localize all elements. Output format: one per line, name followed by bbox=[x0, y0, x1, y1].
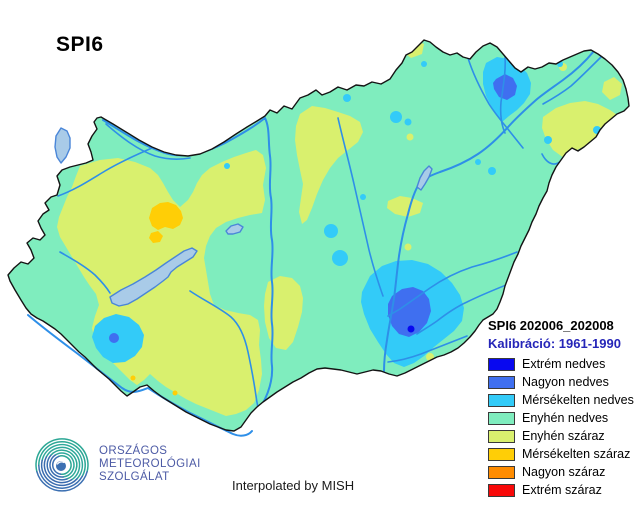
river-koros-south bbox=[416, 282, 512, 335]
legend-label: Enyhén száraz bbox=[522, 429, 605, 443]
legend-swatch-enyhen-szaraz bbox=[488, 429, 515, 443]
legend-label: Mérsékelten nedves bbox=[522, 393, 634, 407]
river-mosoni-danube-arm bbox=[105, 123, 191, 160]
region-verywet-southwest bbox=[109, 333, 119, 343]
legend-item-mersekelten-szaraz: Mérsékelten száraz bbox=[488, 445, 640, 463]
region-dry-spot bbox=[406, 133, 414, 141]
legend-label: Nagyon száraz bbox=[522, 465, 606, 479]
river-zagyva bbox=[337, 117, 384, 297]
region-verywet-southeast bbox=[388, 287, 431, 337]
legend-item-nagyon-nedves: Nagyon nedves bbox=[488, 373, 640, 391]
river-zala bbox=[59, 251, 111, 294]
omsz-logo-line2: METEOROLÓGIAI bbox=[99, 458, 201, 470]
region-modwet-spot bbox=[332, 250, 348, 266]
legend-label: Enyhén nedves bbox=[522, 411, 609, 425]
legend-swatch-mersekelten-szaraz bbox=[488, 447, 515, 461]
legend-item-extrem-szaraz: Extrém száraz bbox=[488, 481, 640, 499]
legend-label: Extrém száraz bbox=[522, 483, 602, 497]
legend-label: Mérsékelten száraz bbox=[522, 447, 631, 461]
legend-swatch-nagyon-szaraz bbox=[488, 465, 515, 479]
legend-swatch-nagyon-nedves bbox=[488, 375, 515, 389]
legend-item-enyhen-szaraz: Enyhén száraz bbox=[488, 427, 640, 445]
region-modwet-spot bbox=[343, 94, 351, 102]
regions-mersekelten-szaraz bbox=[130, 202, 183, 396]
region-modwet-spot bbox=[390, 111, 402, 123]
omsz-logo-text: ORSZÁGOS METEOROLÓGIAI SZOLGÁLAT bbox=[99, 436, 201, 494]
river-raba bbox=[57, 147, 153, 197]
omsz-spiral-icon bbox=[35, 438, 89, 492]
legend-item-nagyon-szaraz: Nagyon száraz bbox=[488, 463, 640, 481]
river-koros-north bbox=[387, 251, 518, 317]
region-modwet-spot bbox=[360, 194, 366, 200]
interpolation-credit: Interpolated by MISH bbox=[232, 478, 355, 493]
legend-label: Nagyon nedves bbox=[522, 375, 609, 389]
region-dry-spot bbox=[404, 243, 412, 251]
lakes bbox=[54, 127, 433, 307]
region-dry-mid-tisza-patch bbox=[387, 196, 423, 217]
region-moddry-bakony-south bbox=[149, 231, 163, 243]
lake-tisza bbox=[416, 165, 433, 191]
region-modwet-spot bbox=[421, 61, 427, 67]
region-verywet-northeast bbox=[493, 74, 517, 100]
lake-velence bbox=[225, 223, 244, 235]
lake-ferto bbox=[54, 127, 71, 164]
river-bodrog bbox=[542, 56, 602, 105]
region-modwet-spot bbox=[404, 118, 412, 126]
region-modwet-spot bbox=[544, 136, 552, 144]
omsz-logo: ORSZÁGOS METEOROLÓGIAI SZOLGÁLAT bbox=[33, 436, 201, 494]
river-maros bbox=[387, 335, 468, 363]
river-sio bbox=[189, 290, 260, 413]
region-modwet-spot bbox=[488, 167, 496, 175]
lake-balaton bbox=[109, 247, 198, 307]
region-extremewet-spot bbox=[407, 325, 415, 333]
legend-item-mersekelten-nedves: Mérsékelten nedves bbox=[488, 391, 640, 409]
legend-title: SPI6 202006_202008 bbox=[488, 318, 614, 333]
legend-item-extrem-nedves: Extrém nedves bbox=[488, 355, 640, 373]
page-title: SPI6 bbox=[56, 33, 104, 56]
river-sajo bbox=[467, 57, 524, 149]
legend-calibration: Kalibráció: 1961-1990 bbox=[488, 336, 621, 351]
river-hernad bbox=[499, 56, 506, 134]
region-modwet-spot bbox=[224, 163, 230, 169]
legend-swatch-mersekelten-nedves bbox=[488, 393, 515, 407]
legend-swatch-extrem-szaraz bbox=[488, 483, 515, 497]
legend-item-enyhen-nedves: Enyhén nedves bbox=[488, 409, 640, 427]
region-dry-ne-corner bbox=[602, 77, 622, 100]
region-modwet-spot bbox=[475, 159, 481, 165]
region-moddry-bakony bbox=[149, 202, 183, 230]
river-drava bbox=[27, 314, 253, 437]
map-legend: SPI6 202006_202008 Kalibráció: 1961-1990… bbox=[488, 319, 640, 499]
legend-swatch-enyhen-nedves bbox=[488, 411, 515, 425]
legend-swatch-extrem-nedves bbox=[488, 357, 515, 371]
region-moddry-spot bbox=[130, 375, 136, 381]
region-dry-north-hills bbox=[295, 106, 363, 224]
region-modwet-spot bbox=[324, 224, 338, 238]
legend-rows: Extrém nedves Nagyon nedves Mérsékelten … bbox=[488, 355, 640, 499]
omsz-logo-line3: SZOLGÁLAT bbox=[99, 471, 170, 483]
region-moddry-spot bbox=[172, 390, 178, 396]
region-dry-mid-danube-east bbox=[264, 276, 303, 350]
omsz-logo-line1: ORSZÁGOS bbox=[99, 445, 168, 457]
legend-label: Extrém nedves bbox=[522, 357, 606, 371]
regions-nagyon-nedves bbox=[109, 74, 517, 343]
